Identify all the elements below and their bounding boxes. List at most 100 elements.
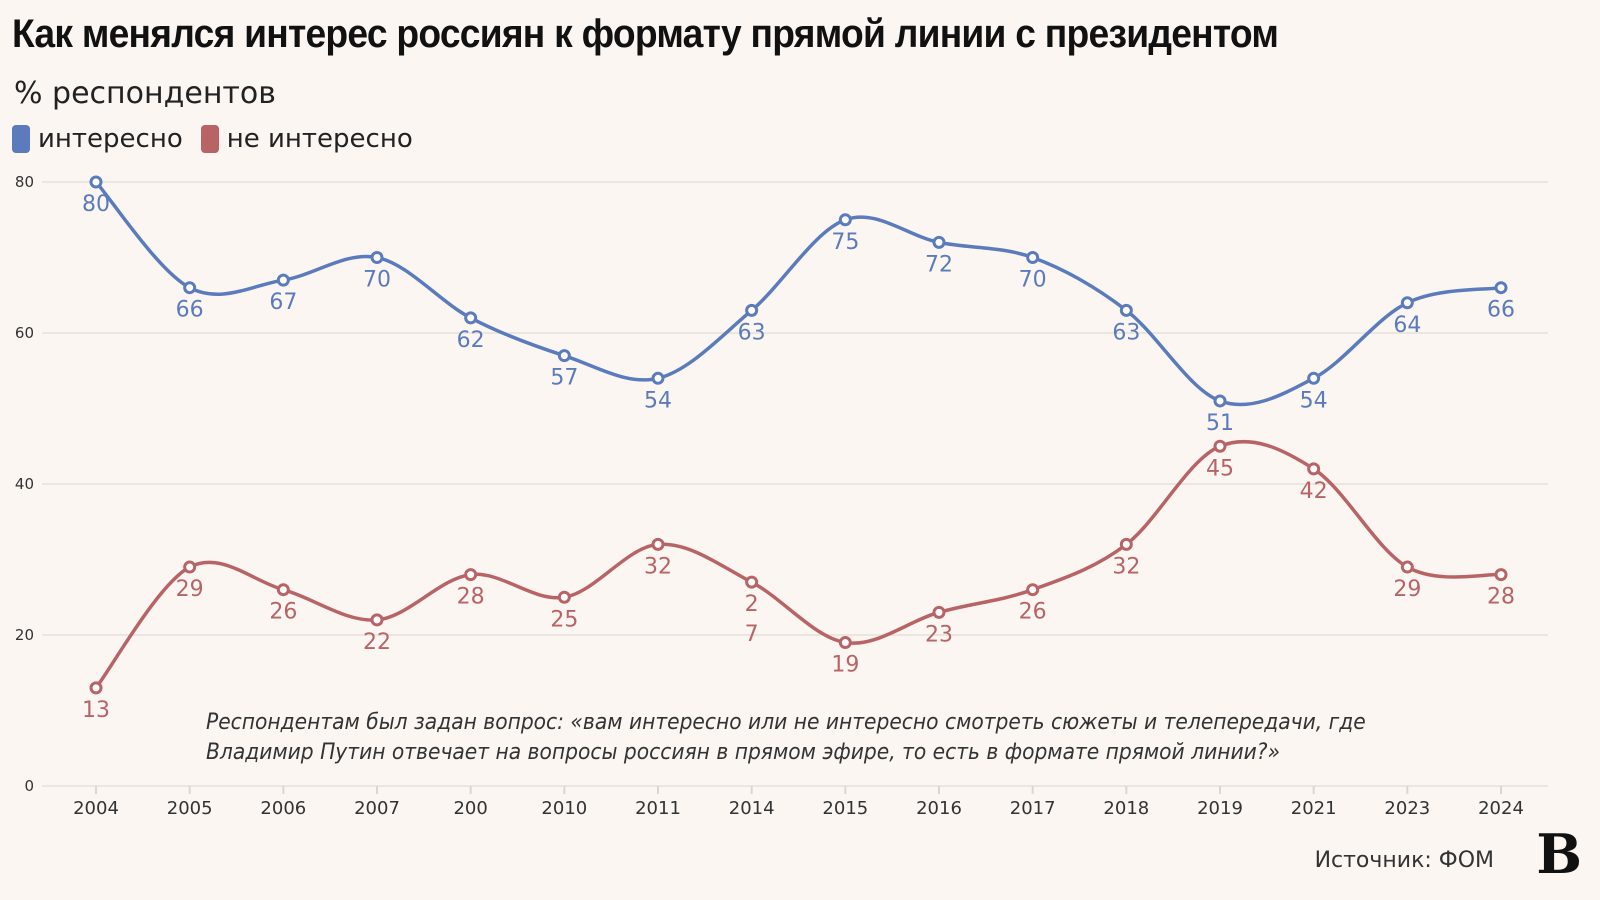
data-point — [932, 235, 946, 249]
legend-item-interesting: интересно — [12, 124, 183, 154]
x-tick-label: 2004 — [73, 798, 119, 819]
data-point — [1026, 251, 1040, 264]
data-label: 29 — [1393, 577, 1421, 602]
vedomosti-logo: В — [1536, 822, 1582, 886]
x-tick-label: 2015 — [822, 798, 868, 819]
data-point — [745, 575, 759, 589]
x-tick-label: 2018 — [1103, 798, 1149, 819]
data-point — [557, 590, 571, 604]
data-label: 64 — [1393, 313, 1421, 338]
data-label: 32 — [1112, 554, 1140, 579]
y-tick-label: 20 — [15, 626, 34, 644]
legend-label: интересно — [38, 124, 183, 154]
y-tick-label: 60 — [15, 324, 34, 342]
data-label: 13 — [82, 698, 110, 723]
data-point — [1213, 394, 1227, 408]
x-tick-label: 2010 — [541, 798, 587, 819]
data-point — [1026, 583, 1040, 597]
data-point — [370, 613, 384, 627]
data-point — [1119, 537, 1133, 551]
data-label: 57 — [550, 366, 578, 391]
data-label: 51 — [1206, 411, 1234, 436]
data-label: 70 — [363, 268, 391, 293]
data-point — [1400, 560, 1414, 574]
x-tick-label: 2005 — [167, 798, 213, 819]
data-point — [838, 636, 852, 650]
data-label: 66 — [176, 298, 204, 323]
y-tick-label: 80 — [15, 173, 34, 191]
data-label: 54 — [1300, 388, 1328, 413]
x-tick-label: 2014 — [729, 798, 775, 819]
data-point — [1119, 303, 1133, 317]
legend-item-not-interesting: не интересно — [200, 124, 413, 154]
data-point — [745, 303, 759, 317]
data-label: 70 — [1019, 268, 1047, 293]
data-point — [1400, 296, 1414, 310]
data-point — [370, 251, 384, 264]
data-point — [651, 371, 665, 385]
data-label: 75 — [831, 230, 859, 255]
legend: интересно не интересно — [12, 124, 413, 154]
data-point — [276, 273, 290, 287]
data-label: 80 — [82, 192, 110, 217]
data-point — [89, 175, 103, 189]
data-label: 63 — [1112, 320, 1140, 345]
data-point — [183, 281, 197, 295]
x-tick-label: 2016 — [916, 798, 962, 819]
data-label: 72 — [925, 252, 953, 277]
data-point — [651, 537, 665, 551]
x-tick-label: 2021 — [1291, 798, 1337, 819]
x-tick-label: 2023 — [1384, 798, 1430, 819]
data-point — [89, 681, 103, 695]
note-line: Владимир Путин отвечает на вопросы росси… — [206, 740, 1281, 765]
data-label: 19 — [831, 653, 859, 678]
x-tick-label: 2011 — [635, 798, 681, 819]
series-line — [94, 439, 1502, 689]
chart-note: Респондентам был задан вопрос: «вам инте… — [206, 708, 1366, 768]
data-label: 54 — [644, 388, 672, 413]
x-tick-label: 2017 — [1010, 798, 1056, 819]
data-label: 32 — [644, 554, 672, 579]
data-point — [838, 213, 852, 227]
chart-subtitle: % респондентов — [14, 76, 276, 111]
data-point — [464, 568, 478, 582]
data-label: 22 — [363, 630, 391, 655]
x-tick-label: 200 — [453, 798, 487, 819]
legend-label: не интересно — [226, 124, 413, 154]
data-label: 26 — [269, 600, 297, 625]
data-label: 29 — [176, 577, 204, 602]
data-label: 28 — [1487, 585, 1515, 610]
data-label: 28 — [457, 585, 485, 610]
series-line — [94, 180, 1502, 407]
data-label: 66 — [1487, 298, 1515, 323]
data-point — [1307, 371, 1321, 385]
x-tick-label: 2007 — [354, 798, 400, 819]
x-tick-label: 2024 — [1478, 798, 1524, 819]
data-point — [557, 349, 571, 363]
note-line: Респондентам был задан вопрос: «вам инте… — [206, 710, 1366, 735]
data-point — [276, 583, 290, 597]
y-tick-label: 0 — [24, 777, 34, 795]
x-tick-label: 2006 — [260, 798, 306, 819]
data-point — [1494, 568, 1508, 582]
data-point — [183, 560, 197, 574]
data-label: 26 — [1019, 600, 1047, 625]
legend-swatch — [200, 125, 219, 153]
data-point — [932, 605, 946, 619]
chart-title: Как менялся интерес россиян к формату пр… — [12, 12, 1279, 56]
data-point — [1307, 462, 1321, 476]
data-label: 67 — [269, 290, 297, 315]
data-point — [464, 311, 478, 325]
source: Источник: ФОМ — [1314, 848, 1494, 873]
legend-swatch — [12, 125, 30, 153]
y-tick-label: 40 — [15, 475, 34, 493]
x-tick-label: 2019 — [1197, 798, 1243, 819]
data-label: 63 — [738, 320, 766, 345]
data-point — [1213, 439, 1227, 453]
data-label: 23 — [925, 622, 953, 647]
data-label: 42 — [1300, 479, 1328, 504]
data-label: 62 — [457, 328, 485, 353]
data-label: 45 — [1206, 456, 1234, 481]
data-point — [1494, 281, 1508, 295]
